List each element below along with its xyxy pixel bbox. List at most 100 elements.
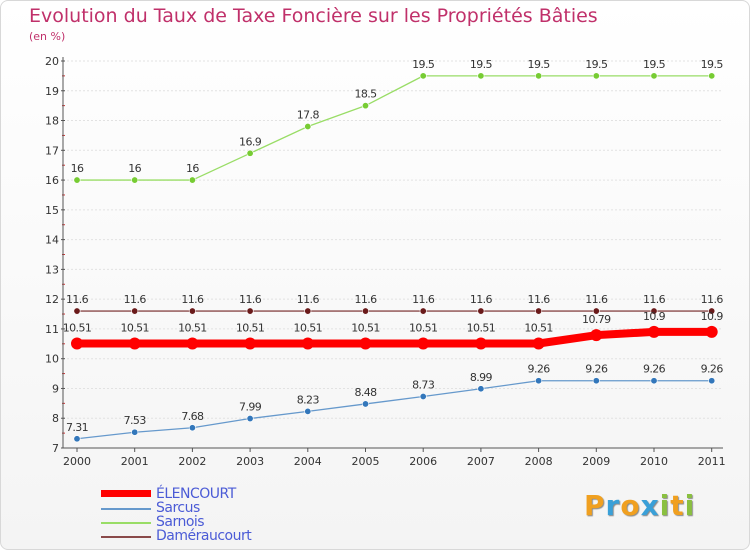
legend-swatch-elencourt [101,490,151,497]
series-line-elencourt [73,327,716,348]
chart-title: Evolution du Taux de Taxe Foncière sur l… [29,5,598,27]
data-label-dameraucourt: 11.6 [66,293,89,306]
x-tick-label: 2001 [121,455,149,468]
data-point-dameraucourt [246,307,254,315]
legend-label-dameraucourt: Daméraucourt [156,528,252,544]
legend-label-sarnois: Sarnois [156,514,205,530]
logo-letter: P [584,489,606,522]
data-label-dameraucourt: 11.6 [297,293,320,306]
logo-letter: t [670,489,685,522]
y-tick-label: 19 [45,85,59,98]
data-label-elencourt: 10.9 [701,310,724,323]
data-label-dameraucourt: 11.6 [239,293,262,306]
data-point-elencourt [648,325,660,338]
data-point-sarnois [73,176,81,184]
data-label-sarcus: 8.23 [297,393,320,406]
data-point-dameraucourt [592,307,600,315]
data-point-sarnois [419,72,427,80]
data-point-sarnois [477,72,485,80]
data-label-dameraucourt: 11.6 [643,293,666,306]
data-label-elencourt: 10.51 [467,322,496,335]
data-point-sarnois [708,72,716,80]
y-tick-label: 8 [52,412,59,425]
data-point-elencourt [186,337,199,350]
data-label-sarnois: 16 [71,162,84,175]
legend-label-sarcus: Sarcus [156,500,200,516]
data-point-dameraucourt [188,307,196,315]
data-label-sarcus: 9.26 [585,363,608,376]
data-point-dameraucourt [535,307,543,315]
data-label-dameraucourt: 11.6 [124,293,147,306]
data-point-sarcus [188,424,196,432]
data-label-sarcus: 7.99 [239,401,262,414]
data-point-sarnois [361,102,369,110]
y-tick-label: 20 [45,55,59,68]
y-tick-label: 13 [45,263,59,276]
data-point-dameraucourt [304,307,312,315]
data-label-sarnois: 16 [186,162,199,175]
x-tick-label: 2007 [467,455,495,468]
data-label-sarcus: 7.31 [66,421,88,434]
y-tick-label: 15 [45,204,59,217]
data-point-sarcus [361,400,369,408]
legend-swatch-sarcus [101,508,151,510]
x-tick-label: 2003 [236,455,264,468]
data-label-sarnois: 16 [128,162,141,175]
x-tick-label: 2011 [698,455,726,468]
data-label-elencourt: 10.51 [236,322,265,335]
data-point-dameraucourt [650,307,658,315]
logo-letter: i [659,489,671,522]
y-tick-label: 7 [52,442,59,455]
data-label-sarcus: 7.53 [124,414,147,427]
data-label-sarcus: 7.68 [181,410,204,423]
y-tick-label: 18 [45,115,59,128]
data-label-elencourt: 10.9 [643,310,666,323]
data-point-sarnois [592,72,600,80]
y-tick-label: 10 [45,353,59,366]
data-label-dameraucourt: 11.6 [181,293,204,306]
data-label-dameraucourt: 11.6 [701,293,724,306]
logo-letter: i [684,489,696,522]
data-label-elencourt: 10.51 [409,322,438,335]
x-tick-label: 2009 [582,455,610,468]
series-line-sarcus [76,380,713,440]
data-point-sarcus [592,377,600,385]
data-label-dameraucourt: 11.6 [412,293,435,306]
data-label-sarcus: 8.48 [354,386,377,399]
y-tick-label: 14 [45,234,59,247]
data-point-sarnois [188,176,196,184]
data-point-sarnois [246,149,254,157]
data-point-sarcus [535,377,543,385]
x-tick-label: 2006 [409,455,437,468]
data-point-elencourt [71,337,83,350]
data-label-sarnois: 18.5 [354,88,377,101]
data-label-dameraucourt: 11.6 [528,293,551,306]
data-label-sarnois: 16.9 [239,135,262,148]
y-axis-unit-label: (en %) [29,30,66,43]
data-label-sarcus: 8.73 [412,378,435,391]
data-point-sarcus [246,415,254,423]
data-label-sarnois: 19.5 [701,58,724,71]
data-label-sarcus: 9.26 [643,363,666,376]
data-point-sarnois [535,72,543,80]
data-label-elencourt: 10.51 [524,322,553,335]
y-tick-label: 11 [45,323,59,336]
data-label-elencourt: 10.51 [351,322,380,335]
data-point-sarnois [304,122,312,130]
y-tick-label: 16 [45,174,59,187]
data-label-sarnois: 17.8 [297,108,320,121]
logo-letter: x [640,489,660,522]
y-tick-label: 12 [45,293,59,306]
data-label-elencourt: 10.79 [582,313,611,326]
data-label-sarnois: 19.5 [470,58,493,71]
data-point-dameraucourt [131,307,139,315]
data-point-dameraucourt [73,307,81,315]
legend-label-elencourt: ÉLENCOURT [156,486,236,502]
data-point-elencourt [532,337,545,350]
data-label-elencourt: 10.51 [120,322,149,335]
x-tick-label: 2004 [294,455,322,468]
y-tick-label: 17 [45,144,59,157]
data-label-sarnois: 19.5 [643,58,666,71]
